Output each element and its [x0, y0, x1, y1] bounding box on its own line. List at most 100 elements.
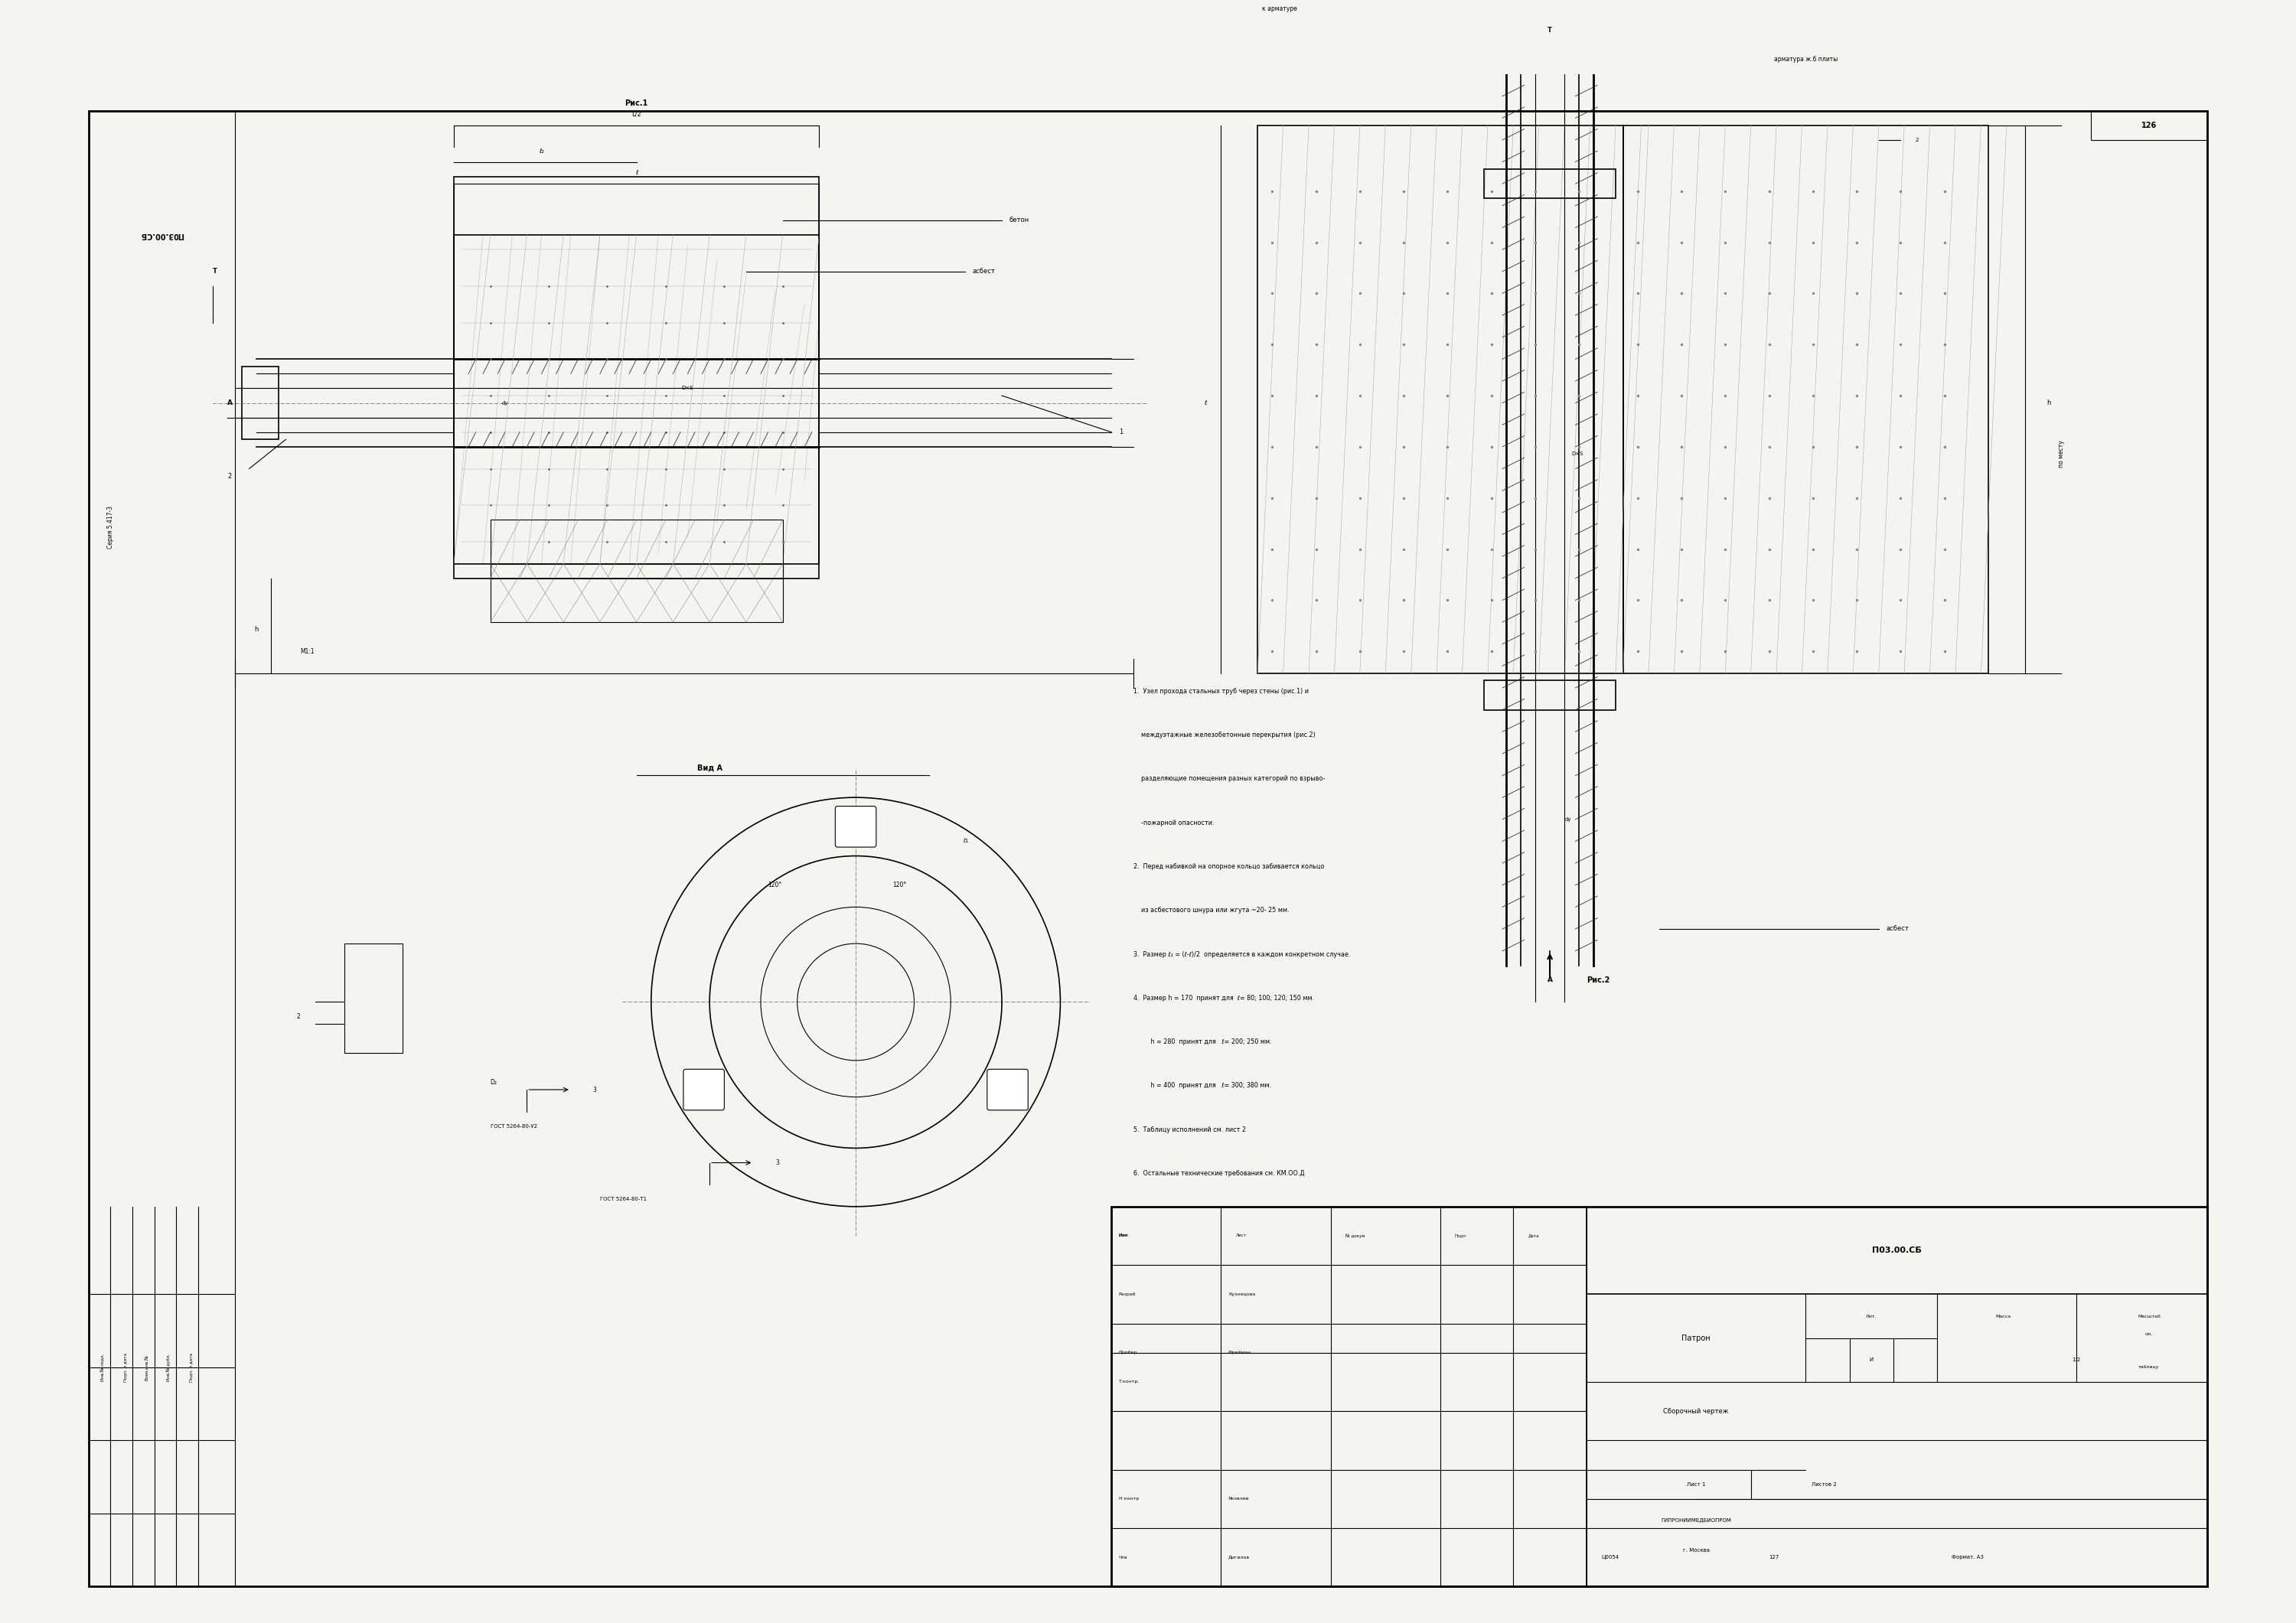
Polygon shape [990, 1071, 1026, 1109]
Text: Взам.инв.№: Взам.инв.№ [145, 1354, 149, 1380]
Text: Инв.№ дубл.: Инв.№ дубл. [168, 1354, 170, 1381]
Text: 2: 2 [296, 1013, 301, 1021]
Text: бетон: бетон [1010, 217, 1029, 224]
Text: 120°: 120° [893, 881, 907, 888]
Text: 120°: 120° [769, 881, 783, 888]
Text: Подп. и дата: Подп. и дата [124, 1352, 126, 1381]
Text: Вид А: Вид А [698, 764, 723, 773]
Text: асбест: асбест [1885, 925, 1908, 932]
Text: см.: см. [2144, 1332, 2154, 1336]
Text: A: A [227, 399, 232, 406]
Text: Рис.1: Рис.1 [625, 99, 647, 107]
Text: 1.  Узел прохода стальных труб через стены (рис.1) и: 1. Узел прохода стальных труб через стен… [1134, 688, 1309, 695]
Text: ℓ: ℓ [1203, 399, 1205, 406]
Text: D×S: D×S [1573, 451, 1584, 456]
Text: Патрон: Патрон [1681, 1334, 1711, 1342]
Text: междуэтажные железобетонные перекрытия (рис.2): междуэтажные железобетонные перекрытия (… [1134, 732, 1316, 738]
Text: D×S: D×S [682, 386, 693, 391]
Text: 3.  Размер ℓ₂ = (ℓ-ℓ)/2  определяется в каждом конкретном случае.: 3. Размер ℓ₂ = (ℓ-ℓ)/2 определяется в ка… [1134, 951, 1350, 958]
Text: по месту: по месту [2057, 440, 2064, 467]
Text: Масса: Масса [1995, 1315, 2011, 1318]
Text: 3: 3 [776, 1159, 778, 1167]
Bar [491, 519, 783, 578]
Bar [344, 943, 402, 1053]
Text: Лист 1: Лист 1 [1688, 1482, 1706, 1487]
Text: разделяющие помещения разных категорий по взрыво-: разделяющие помещения разных категорий п… [1134, 776, 1325, 782]
Text: ℓ1: ℓ1 [962, 839, 969, 844]
Text: dу: dу [503, 401, 507, 406]
Text: 5.  Таблицу исполнений см. лист 2: 5. Таблицу исполнений см. лист 2 [1134, 1126, 1247, 1133]
Bar [455, 177, 820, 578]
Bar [455, 235, 820, 563]
Text: Яковлев: Яковлев [1228, 1496, 1249, 1501]
Text: T: T [214, 268, 218, 274]
Polygon shape [838, 808, 875, 846]
Bar [1483, 680, 1616, 709]
Text: A: A [1548, 977, 1552, 984]
Text: 126: 126 [2142, 122, 2156, 130]
Text: L/2: L/2 [631, 110, 641, 118]
Polygon shape [687, 1071, 723, 1109]
Text: ℓ: ℓ [636, 169, 638, 177]
Text: ГОСТ 5264-80-Т1: ГОСТ 5264-80-Т1 [599, 1198, 647, 1201]
Text: 3: 3 [592, 1086, 597, 1094]
Text: 2.  Перед набивкой на опорное кольцо забивается кольцо: 2. Перед набивкой на опорное кольцо заби… [1134, 863, 1325, 870]
Text: арматура ж.б плиты: арматура ж.б плиты [1775, 57, 1837, 63]
Text: h: h [2046, 399, 2050, 406]
Text: № докум: № докум [1345, 1233, 1364, 1238]
Text: Изм: Изм [1118, 1233, 1127, 1238]
Bar [2092, 110, 2206, 140]
Text: Формат. А3: Формат. А3 [1952, 1555, 1984, 1560]
Text: Изм: Изм [1118, 1233, 1130, 1238]
Bar [1483, 169, 1616, 198]
Text: Подп: Подп [1456, 1233, 1467, 1238]
Text: Листов 2: Листов 2 [1812, 1482, 1837, 1487]
Bar [1258, 125, 1623, 674]
Text: Чтв: Чтв [1118, 1555, 1127, 1560]
Text: Серия 5.417-3: Серия 5.417-3 [108, 506, 115, 549]
Text: 2: 2 [227, 472, 232, 479]
Text: 6.  Остальные технические требования см. КМ.ОО.Д: 6. Остальные технические требования см. … [1134, 1170, 1304, 1177]
Text: 4.  Размер h = 170  принят для  ℓ= 80; 100; 120; 150 мм.: 4. Размер h = 170 принят для ℓ= 80; 100;… [1134, 995, 1313, 1001]
Text: И: И [1869, 1358, 1874, 1362]
Text: D₂: D₂ [491, 1079, 498, 1086]
Text: Сборочный чертеж: Сборочный чертеж [1662, 1407, 1729, 1415]
Text: T: T [1548, 28, 1552, 34]
Text: h = 280  принят для   ℓ= 200; 250 мм.: h = 280 принят для ℓ= 200; 250 мм. [1134, 1039, 1272, 1045]
Text: Ц0054: Ц0054 [1600, 1555, 1619, 1560]
Text: из асбестового шнура или жгута ~20- 25 мм.: из асбестового шнура или жгута ~20- 25 м… [1134, 907, 1290, 914]
Bar [491, 563, 783, 622]
Text: Масштаб: Масштаб [2138, 1315, 2161, 1318]
Text: Т.контр.: Т.контр. [1118, 1380, 1139, 1384]
Text: Кузнецова: Кузнецова [1228, 1292, 1256, 1297]
Text: асбест: асбест [974, 268, 996, 274]
Text: Рис.2: Рис.2 [1587, 977, 1609, 984]
Text: Пробер: Пробер [1118, 1350, 1137, 1355]
Text: П03.00.СБ: П03.00.СБ [1871, 1246, 1922, 1255]
Text: Инв.№ подл.: Инв.№ подл. [101, 1354, 106, 1381]
Text: Дигилов: Дигилов [1228, 1555, 1249, 1560]
Text: Подп. и дата: Подп. и дата [188, 1352, 193, 1381]
FancyBboxPatch shape [987, 1070, 1029, 1110]
Text: Разраб: Разраб [1118, 1292, 1137, 1297]
Text: 2: 2 [1915, 138, 1919, 143]
Bar [90, 110, 234, 1586]
Text: к арматуре: к арматуре [1263, 5, 1297, 11]
Text: ГОСТ 5264-80-У2: ГОСТ 5264-80-У2 [491, 1123, 537, 1128]
Bar [1111, 1206, 2206, 1586]
Text: dу: dу [1564, 816, 1570, 821]
Text: M1:1: M1:1 [301, 648, 315, 654]
Bar [241, 367, 278, 440]
Text: г. Москва: г. Москва [1683, 1548, 1711, 1552]
Text: h = 400  принят для   ℓ= 300; 380 мм.: h = 400 принят для ℓ= 300; 380 мм. [1134, 1083, 1272, 1089]
Text: -пожарной опасности.: -пожарной опасности. [1134, 820, 1215, 826]
Text: Лист: Лист [1235, 1233, 1247, 1238]
Text: Н контр: Н контр [1118, 1496, 1139, 1501]
Text: Фрейман: Фрейман [1228, 1350, 1251, 1355]
Text: П03.00.СБ: П03.00.СБ [140, 230, 184, 239]
Text: 1:2: 1:2 [2071, 1358, 2080, 1362]
FancyBboxPatch shape [836, 807, 877, 847]
Text: таблицу: таблицу [2138, 1365, 2161, 1370]
FancyBboxPatch shape [684, 1070, 723, 1110]
Text: Дата: Дата [1527, 1233, 1538, 1238]
